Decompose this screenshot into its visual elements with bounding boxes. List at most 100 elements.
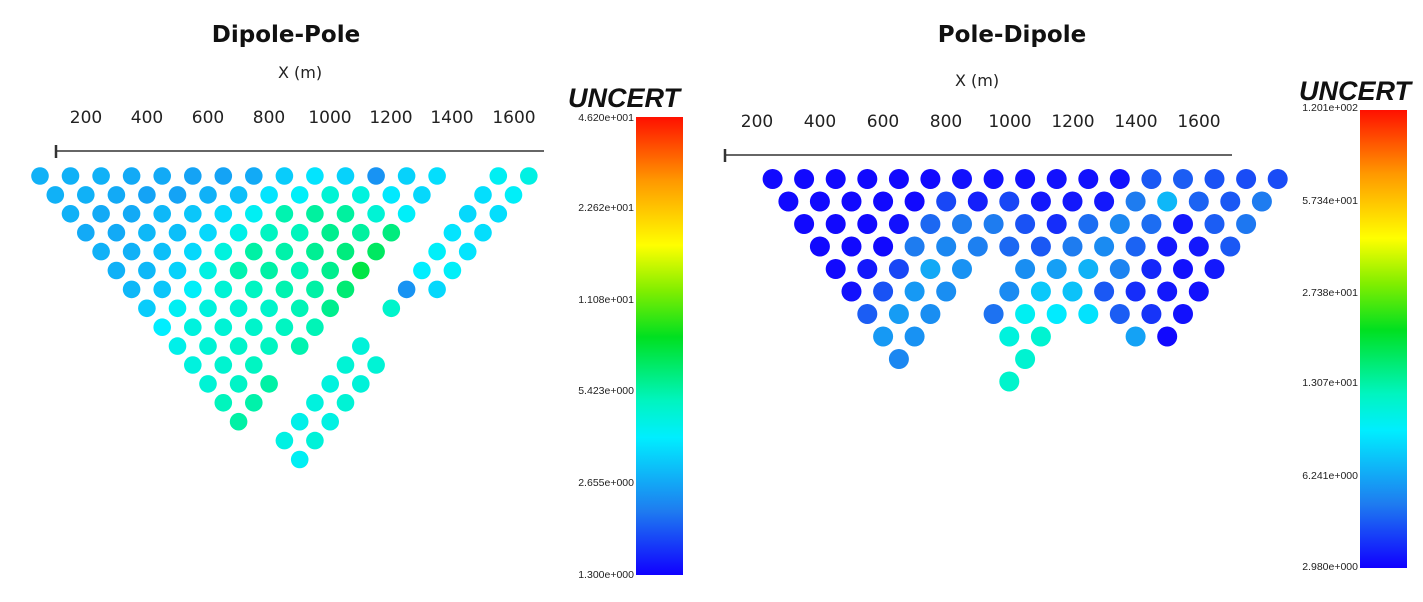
data-point bbox=[1125, 236, 1146, 257]
chart-pole-dipole: Pole-Dipole X (m) 200 400 600 800 1000 1… bbox=[723, 22, 1414, 573]
data-point bbox=[107, 261, 126, 280]
data-point bbox=[290, 223, 309, 242]
data-point bbox=[1141, 214, 1162, 234]
data-point bbox=[352, 223, 370, 242]
data-point bbox=[214, 167, 233, 185]
data-point bbox=[122, 167, 141, 185]
data-point bbox=[184, 205, 202, 223]
data-point bbox=[275, 431, 294, 450]
data-point bbox=[888, 304, 909, 324]
x-axis bbox=[723, 149, 1232, 162]
colorbar-gradient bbox=[1360, 110, 1407, 568]
data-point bbox=[229, 261, 248, 280]
colorbar-label: 6.241e+000 bbox=[1302, 470, 1358, 482]
x-tick-label: 200 bbox=[741, 112, 773, 132]
data-point bbox=[504, 186, 523, 204]
data-point bbox=[290, 337, 309, 355]
data-point bbox=[794, 214, 815, 234]
data-point bbox=[61, 167, 80, 185]
data-point bbox=[306, 167, 324, 185]
data-point bbox=[1188, 236, 1209, 257]
data-point bbox=[290, 299, 309, 318]
data-point bbox=[275, 242, 294, 261]
data-point bbox=[983, 304, 1004, 324]
data-point bbox=[321, 412, 340, 431]
colorbar: UNCERT 4.620e+001 2.262e+001 1.108e+001 … bbox=[568, 83, 683, 581]
colorbar-title: UNCERT bbox=[1299, 76, 1414, 106]
data-point bbox=[1046, 214, 1067, 234]
data-point bbox=[260, 223, 278, 242]
x-tick-label: 800 bbox=[253, 108, 285, 128]
data-point bbox=[936, 236, 957, 257]
data-point bbox=[841, 191, 862, 212]
data-point bbox=[306, 431, 324, 450]
data-point bbox=[520, 167, 538, 185]
data-point bbox=[762, 169, 783, 189]
data-point bbox=[888, 169, 909, 189]
data-point bbox=[1125, 191, 1146, 212]
data-point bbox=[474, 223, 492, 242]
data-point bbox=[184, 167, 202, 185]
data-point bbox=[1015, 349, 1036, 369]
data-point bbox=[260, 261, 278, 280]
data-point bbox=[1157, 191, 1178, 212]
data-point bbox=[31, 167, 49, 185]
data-point bbox=[825, 169, 846, 189]
data-point bbox=[306, 205, 324, 223]
data-point bbox=[458, 205, 477, 223]
data-point bbox=[367, 356, 385, 374]
colorbar-label: 4.620e+001 bbox=[578, 112, 634, 124]
data-point bbox=[229, 337, 248, 355]
data-point bbox=[936, 191, 957, 212]
data-point bbox=[1204, 169, 1225, 189]
data-point bbox=[920, 169, 941, 189]
data-point bbox=[1188, 281, 1209, 302]
x-axis-label: X (m) bbox=[955, 71, 999, 90]
data-point bbox=[857, 304, 878, 324]
x-tick-label: 600 bbox=[192, 108, 224, 128]
data-point bbox=[1078, 214, 1099, 234]
x-tick-label: 400 bbox=[804, 112, 836, 132]
colorbar-title: UNCERT bbox=[568, 83, 683, 113]
data-point bbox=[260, 299, 278, 318]
colorbar-label: 2.655e+000 bbox=[578, 477, 634, 489]
data-point bbox=[214, 205, 233, 223]
data-point bbox=[336, 280, 355, 299]
colorbar-label: 2.738e+001 bbox=[1302, 287, 1358, 299]
data-point bbox=[952, 214, 972, 234]
data-point bbox=[1267, 169, 1288, 189]
data-point bbox=[321, 223, 340, 242]
data-point bbox=[1030, 236, 1051, 257]
data-point bbox=[1030, 326, 1051, 347]
data-point bbox=[352, 337, 370, 355]
colorbar-gradient bbox=[636, 117, 683, 575]
x-tick-label: 600 bbox=[867, 112, 899, 132]
data-point bbox=[306, 280, 324, 299]
data-point bbox=[443, 223, 462, 242]
data-point bbox=[168, 186, 187, 204]
data-point bbox=[857, 259, 878, 279]
data-point bbox=[352, 186, 370, 204]
data-point bbox=[92, 205, 110, 223]
x-tick-label: 200 bbox=[70, 108, 102, 128]
data-point bbox=[967, 191, 988, 212]
data-point bbox=[290, 450, 309, 469]
data-point bbox=[888, 349, 909, 369]
data-point bbox=[199, 337, 217, 355]
data-point bbox=[873, 236, 894, 257]
data-point bbox=[397, 280, 416, 299]
data-point bbox=[1030, 191, 1051, 212]
data-point bbox=[952, 169, 972, 189]
data-point bbox=[1157, 236, 1178, 257]
data-point bbox=[199, 261, 217, 280]
data-point bbox=[809, 236, 830, 257]
x-tick-label: 1600 bbox=[1177, 112, 1220, 132]
data-point bbox=[260, 375, 278, 393]
data-point bbox=[1094, 191, 1115, 212]
colorbar-label: 2.980e+000 bbox=[1302, 561, 1358, 573]
data-point bbox=[352, 261, 370, 280]
data-point bbox=[1251, 191, 1272, 212]
data-point bbox=[1078, 169, 1099, 189]
x-axis-label: X (m) bbox=[278, 63, 322, 82]
colorbar-label: 5.423e+000 bbox=[578, 385, 634, 397]
